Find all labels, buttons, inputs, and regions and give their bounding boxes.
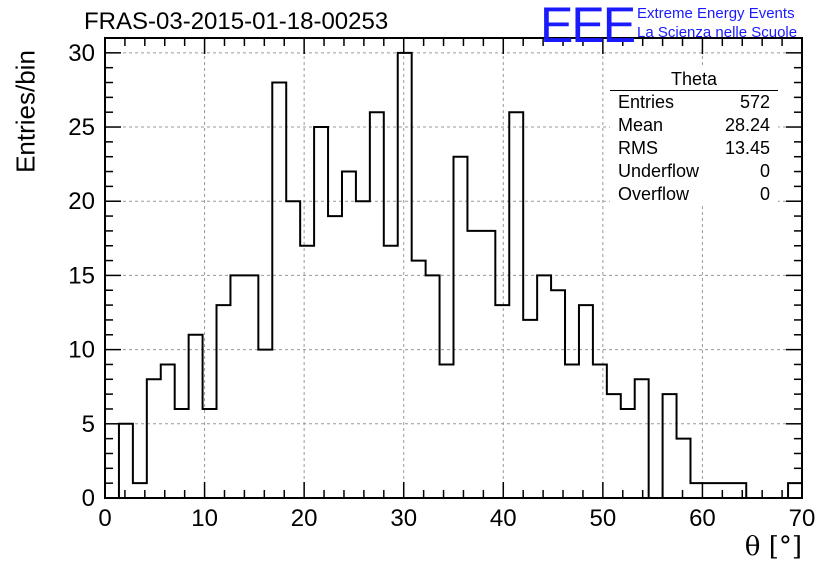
y-axis-label: Entries/bin bbox=[10, 50, 41, 173]
eee-logo: EEE bbox=[540, 0, 636, 53]
stats-row-rms: RMS 13.45 bbox=[610, 137, 778, 160]
y-tick-label: 20 bbox=[68, 188, 95, 215]
stats-box: Theta Entries 572 Mean 28.24 RMS 13.45 U… bbox=[610, 68, 778, 206]
y-tick-label: 5 bbox=[82, 411, 95, 438]
stats-title: Theta bbox=[610, 68, 778, 91]
stats-value: 13.45 bbox=[724, 138, 770, 158]
x-tick-label: 40 bbox=[490, 505, 517, 532]
stats-value: 572 bbox=[739, 92, 770, 112]
stats-label: Overflow bbox=[618, 184, 690, 204]
stats-row-overflow: Overflow 0 bbox=[610, 183, 778, 206]
chart-title: FRAS-03-2015-01-18-00253 bbox=[84, 8, 389, 35]
x-tick-label: 60 bbox=[689, 505, 716, 532]
x-tick-label: 70 bbox=[789, 505, 816, 532]
stats-label: Entries bbox=[618, 92, 675, 112]
y-tick-label: 25 bbox=[68, 114, 95, 141]
histogram-outline bbox=[105, 51, 803, 499]
logo-line-2: La Scienza nelle Scuole bbox=[637, 24, 798, 41]
stats-row-mean: Mean 28.24 bbox=[610, 114, 778, 137]
stats-label: Mean bbox=[618, 115, 664, 135]
stats-label: Underflow bbox=[618, 161, 700, 181]
x-tick-label: 10 bbox=[191, 505, 218, 532]
y-tick-label: 15 bbox=[68, 262, 95, 289]
logo-line-1: Extreme Energy Events bbox=[637, 5, 795, 22]
y-tick-label: 30 bbox=[68, 40, 95, 67]
stats-value: 0 bbox=[759, 184, 770, 204]
axis-ticks bbox=[104, 37, 803, 499]
axis-tick-labels: 0 10 20 30 40 50 60 70 0 5 10 15 20 25 30 bbox=[68, 40, 815, 532]
y-tick-label: 0 bbox=[82, 485, 95, 512]
stats-row-underflow: Underflow 0 bbox=[610, 160, 778, 183]
stats-row-entries: Entries 572 bbox=[610, 91, 778, 114]
y-tick-label: 10 bbox=[68, 337, 95, 364]
stats-value: 0 bbox=[759, 161, 770, 181]
x-tick-label: 20 bbox=[291, 505, 318, 532]
stats-value: 28.24 bbox=[724, 115, 770, 135]
x-axis-label: θ [°] bbox=[744, 532, 802, 562]
stats-label: RMS bbox=[618, 138, 658, 158]
x-tick-label: 50 bbox=[590, 505, 617, 532]
x-tick-label: 0 bbox=[98, 505, 111, 532]
plot-frame bbox=[104, 37, 803, 499]
eee-logo-text: Extreme Energy Events La Scienza nelle S… bbox=[637, 4, 797, 42]
x-tick-label: 30 bbox=[390, 505, 417, 532]
